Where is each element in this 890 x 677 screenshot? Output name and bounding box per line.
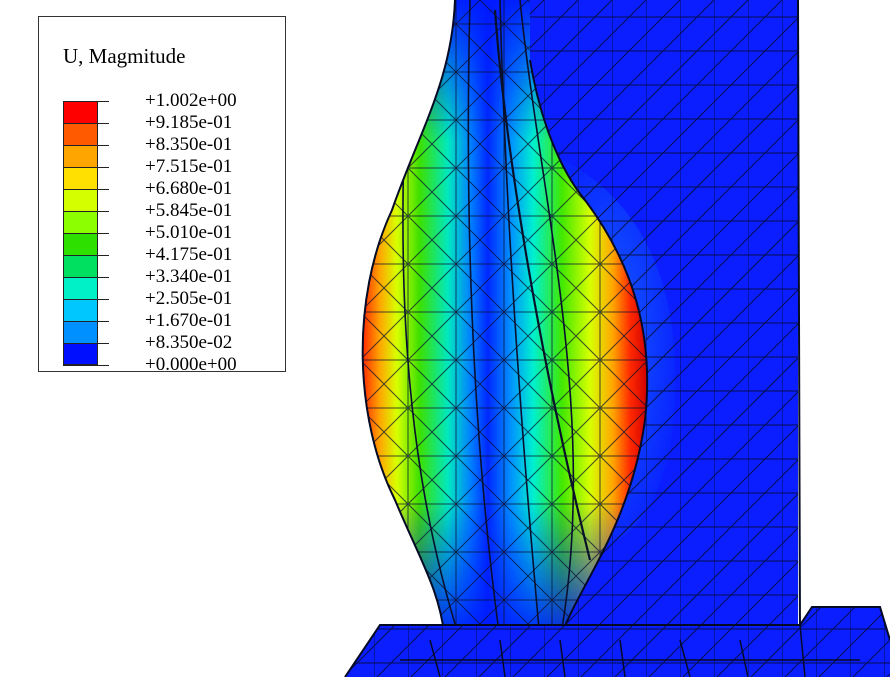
legend-band [63,167,98,189]
legend-tick [63,343,109,344]
legend-color-bar [63,101,135,365]
contour-legend: U, Magmitude +1.002e+00 +9.185e-01 +8.350e… [38,16,286,375]
legend-band [63,299,98,321]
legend-band [63,189,98,211]
legend-tick [63,211,109,212]
legend-tick [63,123,109,124]
legend-band [63,233,98,255]
legend-value-label: +3.340e-01 [145,266,233,287]
legend-band [63,145,98,167]
legend-value-label: +9.185e-01 [145,112,233,133]
legend-value-label: +6.680e-01 [145,178,233,199]
legend-tick [63,167,109,168]
legend-value-label: +5.010e-01 [145,222,233,243]
legend-title: U, Magmitude [63,44,186,68]
legend-value-label: +7.515e-01 [145,156,233,177]
legend-value-label: +8.350e-01 [145,134,233,155]
legend-band [63,277,98,299]
legend-band [63,211,98,233]
legend-value-label: +0.000e+00 [145,354,237,375]
legend-value-label: +1.002e+00 [145,90,237,111]
legend-tick [63,189,109,190]
legend-tick [63,321,109,322]
legend-band [63,321,98,343]
legend-value-label: +4.175e-01 [145,244,233,265]
legend-ticks: +1.002e+00 +9.185e-01 +8.350e-01 +7.515e-01… [63,91,237,375]
legend-value-label: +2.505e-01 [145,288,233,309]
legend-tick [63,233,109,234]
legend-band [63,343,98,365]
legend-tick [63,145,109,146]
legend-tick [63,277,109,278]
legend-tick [63,101,109,102]
legend-tick [63,255,109,256]
legend-band [63,255,98,277]
legend-tick [63,299,109,300]
legend-value-label: +8.350e-02 [145,332,233,353]
legend-band [63,123,98,145]
legend-tick [63,365,109,366]
legend-value-label: +1.670e-01 [145,310,233,331]
legend-value-label: +5.845e-01 [145,200,233,221]
